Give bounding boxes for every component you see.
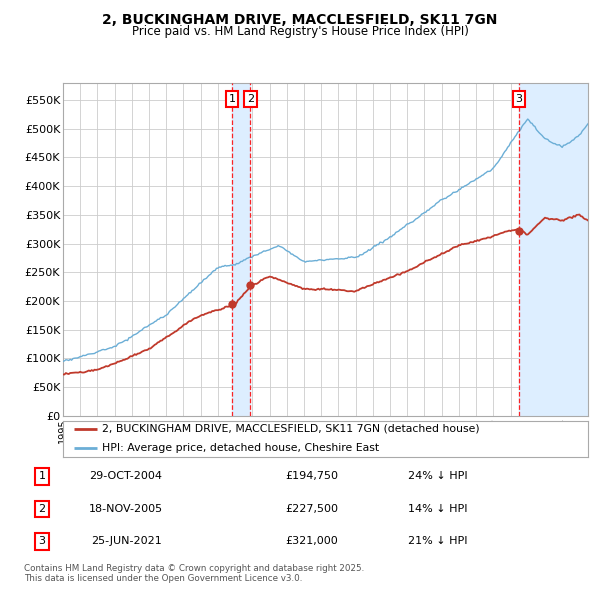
Text: 29-OCT-2004: 29-OCT-2004 — [89, 471, 163, 481]
Text: 18-NOV-2005: 18-NOV-2005 — [89, 504, 163, 514]
Text: £321,000: £321,000 — [286, 536, 338, 546]
Bar — [232, 83, 250, 416]
Text: 2: 2 — [247, 94, 254, 104]
Text: 14% ↓ HPI: 14% ↓ HPI — [408, 504, 468, 514]
Text: 3: 3 — [515, 94, 523, 104]
Text: 2, BUCKINGHAM DRIVE, MACCLESFIELD, SK11 7GN (detached house): 2, BUCKINGHAM DRIVE, MACCLESFIELD, SK11 … — [103, 424, 480, 434]
Text: 1: 1 — [229, 94, 236, 104]
Bar — [519, 83, 588, 416]
Text: 2: 2 — [38, 504, 46, 514]
Text: 24% ↓ HPI: 24% ↓ HPI — [408, 471, 468, 481]
Text: 1: 1 — [38, 471, 46, 481]
Text: HPI: Average price, detached house, Cheshire East: HPI: Average price, detached house, Ches… — [103, 443, 380, 453]
Text: 21% ↓ HPI: 21% ↓ HPI — [408, 536, 468, 546]
Text: £227,500: £227,500 — [286, 504, 338, 514]
Text: 25-JUN-2021: 25-JUN-2021 — [91, 536, 161, 546]
Text: 3: 3 — [38, 536, 46, 546]
Text: Contains HM Land Registry data © Crown copyright and database right 2025.
This d: Contains HM Land Registry data © Crown c… — [24, 564, 364, 584]
Text: Price paid vs. HM Land Registry's House Price Index (HPI): Price paid vs. HM Land Registry's House … — [131, 25, 469, 38]
Text: £194,750: £194,750 — [286, 471, 338, 481]
Text: 2, BUCKINGHAM DRIVE, MACCLESFIELD, SK11 7GN: 2, BUCKINGHAM DRIVE, MACCLESFIELD, SK11 … — [103, 13, 497, 27]
